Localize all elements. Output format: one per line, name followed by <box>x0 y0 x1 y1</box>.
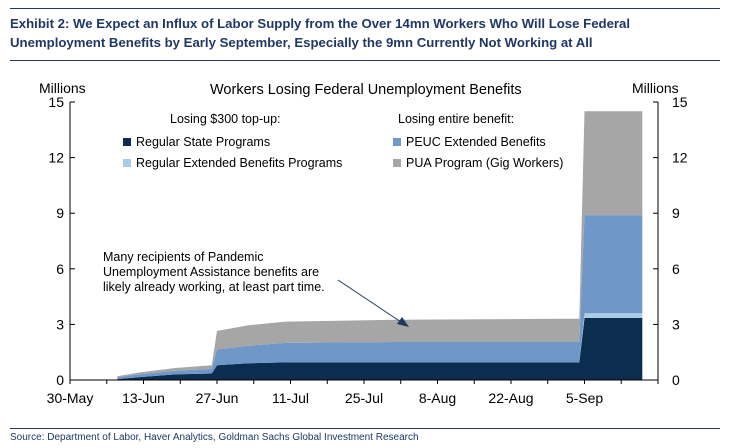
legend-label-regular-extended: Regular Extended Benefits Programs <box>136 156 342 170</box>
legend-label-regular-state: Regular State Programs <box>136 135 270 149</box>
y-tick-label-left-15: 15 <box>48 94 64 110</box>
legend-swatch-pua <box>393 159 401 167</box>
y-tick-label-right-12: 12 <box>672 150 688 166</box>
legend-group1-title: Losing $300 top-up: <box>170 112 281 126</box>
y-axis-right-label: Millions <box>632 80 679 96</box>
x-tick-label-30-May: 30-May <box>47 390 94 406</box>
legend-swatch-peuc <box>393 138 401 146</box>
y-tick-label-right-9: 9 <box>672 205 680 221</box>
annotation-arrowhead <box>397 317 409 327</box>
exhibit-title: Exhibit 2: We Expect an Influx of Labor … <box>10 16 631 50</box>
x-tick-label-27-Jun: 27-Jun <box>196 390 239 406</box>
annotation-line-3: likely already working, at least part ti… <box>103 280 325 294</box>
x-tick-label-11-Jul: 11-Jul <box>272 390 309 406</box>
x-tick-label-8-Aug: 8-Aug <box>419 390 456 406</box>
x-tick-label-13-Jun: 13-Jun <box>122 390 165 406</box>
legend-group2-title: Losing entire benefit: <box>398 112 514 126</box>
annotation-line-2: Unemployment Assistance benefits are <box>103 265 319 279</box>
annotation-line-1: Many recipients of Pandemic <box>103 250 264 264</box>
x-tick-label-5-Sep: 5-Sep <box>566 390 604 406</box>
chart-title: Workers Losing Federal Unemployment Bene… <box>210 82 522 98</box>
annotation-text: Many recipients of Pandemic Unemployment … <box>103 250 325 294</box>
area-series-3 <box>117 215 643 380</box>
footer-rule <box>10 428 720 429</box>
y-tick-label-left-6: 6 <box>56 261 64 277</box>
title-rule <box>10 60 720 61</box>
area-series-4 <box>117 111 643 378</box>
y-tick-label-left-3: 3 <box>56 316 64 332</box>
legend-label-pua: PUA Program (Gig Workers) <box>406 156 563 170</box>
source-note: Source: Department of Labor, Haver Analy… <box>10 432 419 443</box>
legend-swatch-regular-state <box>123 138 131 146</box>
area-series-1 <box>117 317 643 380</box>
annotation-arrow-line <box>337 279 405 325</box>
y-tick-label-right-15: 15 <box>672 94 688 110</box>
legend-swatch-regular-extended <box>123 159 131 167</box>
y-tick-label-right-0: 0 <box>672 372 680 388</box>
x-tick-label-22-Aug: 22-Aug <box>488 390 533 406</box>
top-rule <box>10 8 720 9</box>
stacked-areas <box>117 111 643 380</box>
legend-label-peuc: PEUC Extended Benefits <box>406 135 546 149</box>
y-tick-label-left-12: 12 <box>48 150 64 166</box>
y-tick-label-left-0: 0 <box>56 372 64 388</box>
y-tick-label-right-3: 3 <box>672 316 680 332</box>
axis-ticks: 0 0 3 3 6 6 9 9 12 12 15 15 30-May 13-Jun 27-Jun 11-Jul… <box>47 94 688 406</box>
y-axis-left-label: Millions <box>39 80 86 96</box>
y-tick-label-right-6: 6 <box>672 261 680 277</box>
y-tick-label-left-9: 9 <box>56 205 64 221</box>
x-tick-label-25-Jul: 25-Jul <box>345 390 383 406</box>
